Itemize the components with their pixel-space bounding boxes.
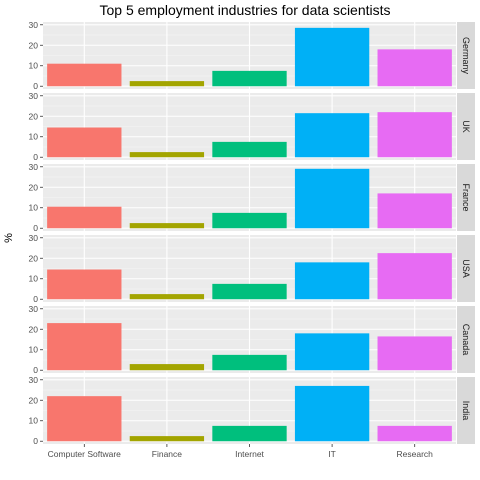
y-tick-label: 10 <box>29 345 39 355</box>
facet-strip <box>457 93 475 160</box>
bar-internet <box>212 141 287 158</box>
facet-strip-label: France <box>461 183 471 211</box>
bar-research <box>377 253 452 300</box>
y-tick-label: 10 <box>29 132 39 142</box>
y-tick-label: 20 <box>29 40 39 50</box>
facet-panel-germany: 0 10 20 30 Germany <box>29 20 475 91</box>
y-tick-label: 20 <box>29 324 39 334</box>
bar-computer-software <box>47 323 122 371</box>
x-tick-label: Internet <box>235 449 264 459</box>
facet-panel-france: 0 10 20 30 France <box>29 162 475 233</box>
bar-computer-software <box>47 269 122 300</box>
bar-internet <box>212 70 287 87</box>
x-axis: Computer Software Finance Internet IT Resear… <box>48 444 433 459</box>
x-tick-label: IT <box>328 449 336 459</box>
bar-it <box>294 385 370 442</box>
facet-strip <box>457 235 475 302</box>
facet-strip-label: Germany <box>461 37 471 75</box>
bar-internet <box>212 212 287 229</box>
bar-computer-software <box>47 127 122 158</box>
bar-finance <box>129 294 205 300</box>
bar-research <box>377 193 452 229</box>
bar-computer-software <box>47 396 122 442</box>
y-tick-label: 20 <box>29 395 39 405</box>
facet-panel-india: 0 10 20 30 India <box>29 375 475 446</box>
chart-title: Top 5 employment industries for data sci… <box>99 2 390 18</box>
bar-finance <box>129 81 205 87</box>
bar-finance <box>129 223 205 229</box>
facet-strip <box>457 22 475 89</box>
y-tick-label: 30 <box>29 20 39 30</box>
bar-research <box>377 336 452 371</box>
facet-strip <box>457 164 475 231</box>
y-tick-label: 10 <box>29 416 39 426</box>
y-tick-label: 30 <box>29 91 39 101</box>
y-tick-label: 0 <box>33 365 38 375</box>
y-tick-label: 0 <box>33 294 38 304</box>
facet-panel-uk: 0 10 20 30 UK <box>29 91 475 162</box>
y-tick-label: 30 <box>29 375 39 385</box>
y-tick-label: 10 <box>29 203 39 213</box>
facet-strip <box>457 377 475 444</box>
y-tick-label: 30 <box>29 233 39 243</box>
facet-panel-usa: 0 10 20 30 USA <box>29 233 475 304</box>
bar-internet <box>212 283 287 300</box>
bar-finance <box>129 436 205 442</box>
bar-research <box>377 112 452 158</box>
facet-strip-label: USA <box>461 259 471 278</box>
bar-computer-software <box>47 206 122 229</box>
y-tick-label: 10 <box>29 274 39 284</box>
bar-it <box>294 27 370 87</box>
y-tick-label: 0 <box>33 152 38 162</box>
bar-finance <box>129 364 205 371</box>
facet-panels: 0 10 20 30 Germany 0 10 20 30 UK 0 10 20 30 France 0 10 2… <box>29 20 475 446</box>
bar-research <box>377 425 452 442</box>
bar-internet <box>212 354 287 371</box>
y-axis-label: % <box>3 233 15 243</box>
facet-panel-canada: 0 10 20 30 Canada <box>29 304 475 375</box>
x-tick-label: Computer Software <box>48 449 121 459</box>
facet-strip-label: Canada <box>461 324 471 356</box>
bar-internet <box>212 425 287 442</box>
bar-it <box>294 262 370 300</box>
facet-strip <box>457 306 475 373</box>
y-tick-label: 0 <box>33 81 38 91</box>
bar-computer-software <box>47 63 122 87</box>
bar-it <box>294 333 370 371</box>
x-tick-label: Finance <box>152 449 183 459</box>
y-tick-label: 30 <box>29 162 39 172</box>
bar-it <box>294 168 370 229</box>
y-tick-label: 30 <box>29 304 39 314</box>
y-tick-label: 20 <box>29 182 39 192</box>
y-tick-label: 20 <box>29 111 39 121</box>
bar-finance <box>129 152 205 158</box>
y-tick-label: 0 <box>33 223 38 233</box>
y-tick-label: 0 <box>33 436 38 446</box>
bar-it <box>294 113 370 158</box>
y-tick-label: 20 <box>29 253 39 263</box>
bar-research <box>377 49 452 87</box>
facet-strip-label: UK <box>461 120 471 133</box>
y-tick-label: 10 <box>29 61 39 71</box>
x-tick-label: Research <box>397 449 434 459</box>
facet-strip-label: India <box>461 401 471 421</box>
